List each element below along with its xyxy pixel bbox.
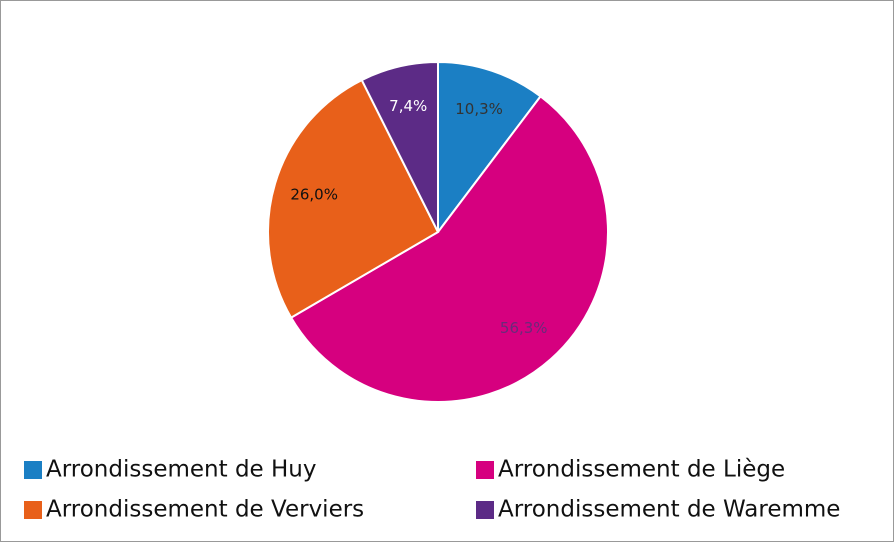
legend-swatch — [476, 501, 494, 519]
value-label: 56,3% — [500, 319, 548, 337]
pie-slice — [267, 78, 440, 319]
pie-slice — [289, 94, 609, 403]
legend-label: Arrondissement de Waremme — [498, 497, 840, 523]
value-label: 10,3% — [455, 100, 503, 118]
value-label: 7,4% — [389, 97, 427, 115]
legend-swatch — [476, 461, 494, 479]
legend-label: Arrondissement de Huy — [46, 457, 317, 483]
legend-swatch — [24, 501, 42, 519]
pie-slice — [360, 60, 439, 233]
value-label: 26,0% — [290, 186, 338, 204]
legend-swatch — [24, 461, 42, 479]
pie-slice — [437, 60, 542, 235]
legend-label: Arrondissement de Verviers — [46, 497, 364, 523]
legend-label: Arrondissement de Liège — [498, 457, 785, 483]
